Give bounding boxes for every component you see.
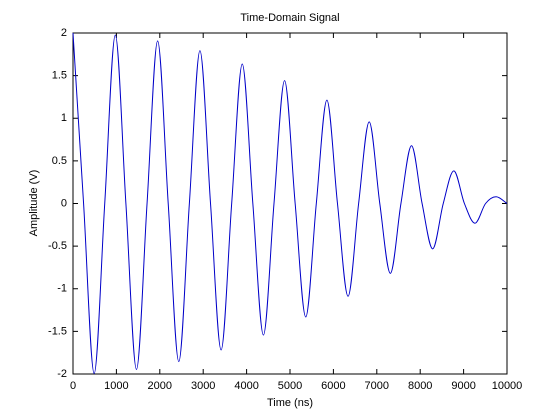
x-tick-label: 9000 — [451, 380, 475, 392]
y-tick-label: 1.5 — [52, 70, 67, 82]
y-tick-label: 1 — [61, 112, 67, 124]
y-tick-label: 0 — [61, 197, 67, 209]
x-tick-label: 0 — [70, 380, 76, 392]
x-tick-label: 10000 — [492, 380, 523, 392]
y-tick-label: -1.5 — [48, 325, 67, 337]
x-tick-label: 4000 — [234, 380, 258, 392]
y-axis-label: Amplitude (V) — [28, 170, 40, 237]
y-tick-label: -1 — [57, 283, 67, 295]
signal-line — [72, 32, 508, 374]
x-tick-label: 5000 — [278, 380, 302, 392]
x-tick-label: 6000 — [321, 380, 345, 392]
x-tick-label: 3000 — [191, 380, 215, 392]
x-tick-label: 7000 — [365, 380, 389, 392]
y-tick-label: 0.5 — [52, 155, 67, 167]
x-axis-label: Time (ns) — [267, 397, 313, 409]
chart-title: Time-Domain Signal — [240, 12, 339, 24]
x-tick-label: 1000 — [104, 380, 128, 392]
x-tick-label: 2000 — [148, 380, 172, 392]
y-tick-label: -2 — [57, 368, 67, 380]
y-tick-label: 2 — [61, 27, 67, 39]
plot-frame — [72, 32, 508, 375]
x-tick-label: 8000 — [408, 380, 432, 392]
y-tick-label: -0.5 — [48, 240, 67, 252]
